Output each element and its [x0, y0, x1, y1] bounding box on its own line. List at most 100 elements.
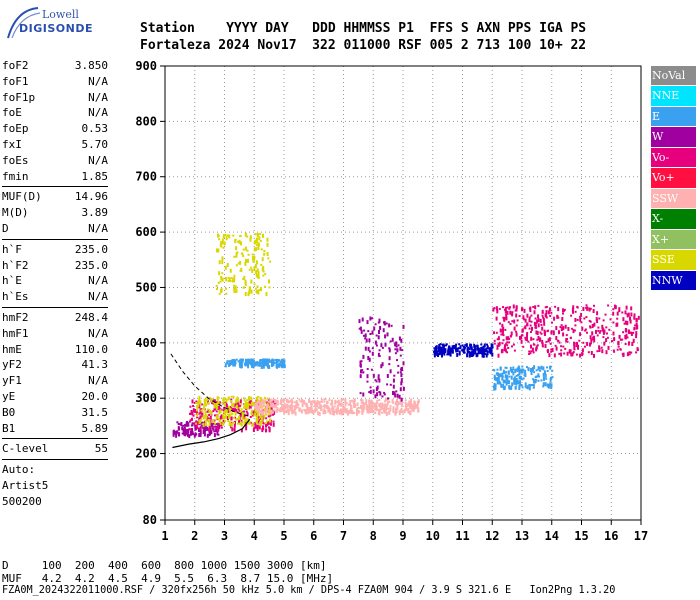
echo-point — [376, 392, 379, 397]
echo-point — [539, 318, 542, 323]
echo-point — [536, 344, 539, 347]
echo-point — [560, 345, 563, 348]
echo-point — [196, 415, 199, 417]
echo-point — [247, 253, 250, 256]
echo-point — [192, 414, 195, 417]
echo-point — [445, 344, 447, 347]
echo-point — [278, 359, 281, 362]
echo-point — [542, 382, 545, 387]
echo-point — [218, 405, 221, 408]
param-value: 1.85 — [81, 169, 109, 183]
echo-point — [213, 419, 216, 422]
echo-point — [265, 403, 268, 408]
echo-point — [243, 405, 246, 410]
param-row: yE 20.0 — [2, 389, 108, 405]
echo-point — [527, 340, 530, 343]
echo-point — [361, 410, 364, 415]
echo-point — [381, 402, 384, 405]
legend-entry: W — [651, 127, 696, 147]
echo-point — [242, 286, 245, 289]
echo-point — [559, 326, 562, 328]
echo-point — [323, 408, 326, 411]
echo-point — [360, 398, 362, 401]
echo-point — [236, 397, 239, 402]
echo-point — [517, 382, 520, 384]
echo-point — [267, 400, 270, 403]
echo-point — [448, 353, 450, 356]
echo-point — [353, 402, 355, 405]
echo-point — [503, 317, 506, 320]
echo-point — [235, 409, 238, 413]
echo-point — [314, 408, 317, 413]
echo-point — [258, 407, 261, 412]
echo-point — [203, 406, 205, 411]
echo-point — [539, 331, 542, 334]
echo-point — [271, 402, 274, 407]
echo-point — [602, 330, 605, 335]
param-row: yF2 41.3 — [2, 357, 108, 373]
echo-point — [326, 400, 329, 403]
echo-point — [493, 342, 496, 345]
echo-point — [391, 337, 394, 342]
echo-point — [557, 307, 560, 312]
echo-point — [387, 407, 390, 410]
echo-point — [536, 375, 539, 378]
echo-point — [291, 410, 294, 415]
echo-point — [259, 362, 262, 367]
echo-point — [513, 381, 516, 384]
echo-point — [200, 409, 203, 412]
echo-point — [336, 410, 338, 415]
echo-point — [249, 235, 252, 240]
echo-point — [259, 232, 262, 235]
echo-point — [533, 365, 536, 370]
echo-point — [333, 405, 336, 408]
echo-point — [622, 331, 625, 334]
echo-point — [590, 338, 593, 343]
echo-point — [229, 421, 231, 426]
echo-point — [571, 307, 574, 312]
echo-point — [493, 332, 495, 335]
echo-point — [227, 408, 230, 413]
echo-point — [586, 331, 588, 334]
param-row: foEs N/A — [2, 153, 108, 169]
echo-point — [252, 401, 255, 406]
echo-point — [282, 363, 285, 366]
echo-point — [530, 350, 533, 353]
echo-point — [348, 403, 351, 405]
echo-point — [356, 403, 359, 406]
echo-point — [248, 403, 251, 406]
echo-point — [255, 247, 258, 252]
echo-point — [310, 405, 313, 408]
echo-point — [520, 339, 523, 344]
param-row: h`Es N/A — [2, 289, 108, 305]
echo-point — [251, 363, 253, 368]
param-value: 3.850 — [74, 59, 108, 72]
echo-point — [198, 419, 201, 424]
echo-point — [246, 399, 249, 402]
echo-point — [237, 404, 240, 409]
echo-point — [232, 362, 235, 367]
legend-entry: NoVal — [651, 66, 696, 86]
echo-point — [279, 362, 282, 365]
echo-point — [493, 386, 496, 391]
echo-point — [385, 322, 388, 325]
echo-point — [459, 345, 462, 350]
echo-point — [493, 339, 496, 342]
echo-point — [612, 349, 615, 352]
x-tick-label: 17 — [634, 529, 648, 543]
echo-point — [378, 318, 381, 323]
echo-point — [563, 352, 566, 355]
echo-point — [616, 317, 619, 320]
echo-point — [536, 319, 539, 324]
echo-point — [541, 339, 544, 344]
footer-distance-line: D 100 200 400 600 800 1000 1500 3000 [km… — [2, 559, 327, 572]
echo-point — [552, 330, 555, 333]
echo-point — [540, 332, 543, 335]
echo-point — [305, 403, 308, 407]
echo-point — [361, 317, 364, 322]
echo-point — [400, 378, 403, 383]
auto-scaling-line: Artist5 — [2, 478, 49, 492]
echo-point — [517, 365, 520, 368]
echo-point — [385, 407, 388, 412]
echo-point — [189, 413, 192, 415]
